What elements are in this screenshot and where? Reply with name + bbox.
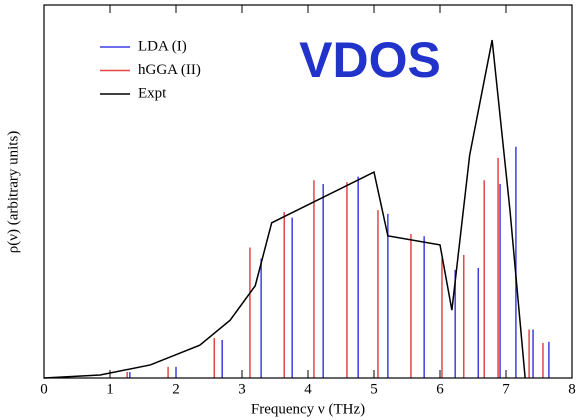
legend-label: LDA (I) bbox=[138, 38, 187, 54]
plot-frame bbox=[43, 4, 573, 379]
x-tick-label: 5 bbox=[370, 381, 378, 397]
legend-label: Expt bbox=[138, 85, 167, 101]
x-tick-label: 4 bbox=[304, 381, 312, 397]
x-axis-label: Frequency ν (THz) bbox=[251, 401, 365, 417]
legend-label: hGGA (II) bbox=[138, 62, 201, 78]
x-tick-label: 7 bbox=[502, 381, 510, 397]
x-tick-label: 8 bbox=[568, 381, 576, 397]
x-tick-label: 2 bbox=[172, 381, 180, 397]
line bbox=[43, 39, 526, 379]
y-axis-label: ρ(ν) (arbitrary units) bbox=[5, 131, 21, 254]
x-tick-label: 3 bbox=[238, 381, 246, 397]
x-tick-label: 1 bbox=[106, 381, 114, 397]
x-tick-label: 0 bbox=[40, 381, 48, 397]
annotation: VDOS bbox=[299, 32, 441, 88]
x-tick-label: 6 bbox=[436, 381, 444, 397]
